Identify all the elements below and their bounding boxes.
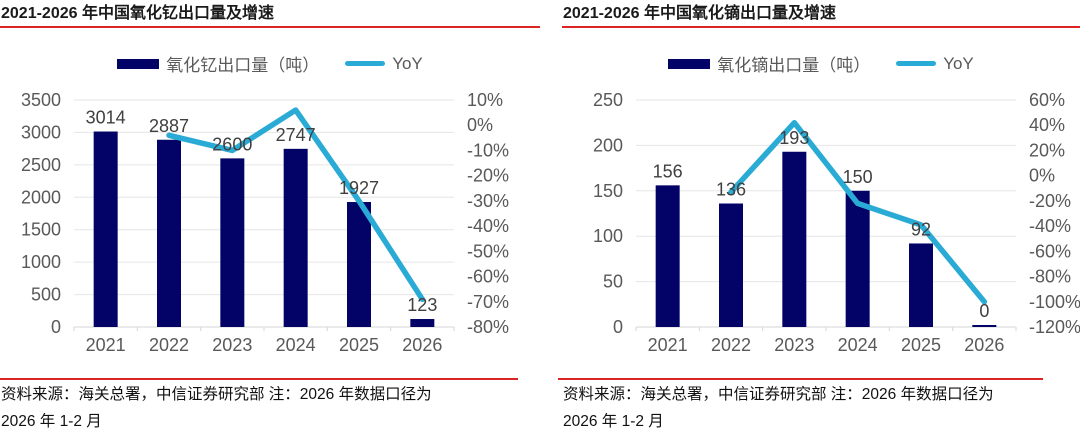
right-axis-tick-label: 20% [1029,140,1065,160]
left-axis-tick-label: 3500 [21,90,61,110]
left-axis-tick-label: 150 [593,181,623,201]
note-separator-rule [0,378,518,380]
right-axis-tick-label: 60% [1029,90,1065,110]
source-note-line2: 2026 年 1-2 月 [563,413,664,430]
category-label: 2026 [402,335,442,355]
right-axis-tick-label: 0% [1029,166,1055,186]
bar-2024 [845,190,870,327]
combo-chart-yttrium-oxide: 0 500 1000 1500 2000 2500 3000 3500 10% 0% -10% -20… [21,90,509,355]
source-note: 资料来源：海关总署，中信证券研究部 注：2026 年数据口径为 2026 年 1… [563,381,1080,435]
line-series-swatch-icon [896,61,937,66]
bar-value-label: 123 [407,295,437,315]
right-axis-tick-label: -60% [467,267,509,287]
bar-value-label: 2600 [212,134,252,154]
bar-value-label: 2747 [276,125,316,145]
bar-series-swatch-icon [117,58,160,69]
left-axis-tick-label: 100 [593,226,623,246]
right-axis-tick-label: -50% [467,241,509,261]
title-underline-rule [0,26,540,28]
chart-title: 2021-2026 年中国氧化钇出口量及增速 [1,5,274,22]
left-axis-tick-label: 500 [31,285,61,305]
yoy-line [166,107,426,303]
category-label: 2021 [648,335,688,355]
category-label: 2023 [774,335,814,355]
right-axis-tick-label: -40% [467,216,509,236]
bar-value-label: 2887 [149,116,189,136]
bar-value-label: 156 [653,161,683,181]
bar-series-legend-label: 氧化镝出口量（吨） [717,56,871,75]
right-axis-tick-label: 0% [467,115,493,135]
right-axis-tick-label: -80% [1029,267,1071,287]
left-axis-tick-label: 1500 [21,220,61,240]
left-axis-tick-label: 1000 [21,252,61,272]
chart-legend: 氧化镝出口量（吨） YoY [562,51,1080,76]
left-axis-tick-label: 200 [593,135,623,155]
bar-value-label: 136 [716,180,746,200]
right-axis-tick-label: -60% [1029,241,1071,261]
line-series-swatch-icon [345,61,386,66]
right-axis-tick-label: -20% [467,166,509,186]
source-note-line2: 2026 年 1-2 月 [1,413,102,430]
right-axis-tick-label: -30% [467,191,509,211]
category-label: 2025 [339,335,379,355]
right-axis-tick-label: -120% [1029,317,1080,337]
bar-series-legend-label: 氧化钇出口量（吨） [166,56,320,75]
right-axis-tick-label: 40% [1029,115,1065,135]
line-series-legend-label: YoY [392,53,423,73]
bar-value-label: 1927 [339,178,379,198]
bar-2022 [157,139,181,327]
category-label: 2025 [901,335,941,355]
chart-title: 2021-2026 年中国氧化镝出口量及增速 [563,5,836,22]
right-axis-tick-label: -80% [467,317,509,337]
left-axis-tick-label: 0 [613,317,623,337]
right-axis-tick-label: 10% [467,90,503,110]
combo-chart-dysprosium-oxide: 0 50 100 150 200 250 60% 40% 20% 0% -20% -40% -60% -8… [593,90,1080,355]
title-underline-rule [562,26,1080,28]
bar-2022 [719,203,743,327]
right-axis-tick-label: -70% [467,292,509,312]
category-label: 2026 [964,335,1004,355]
source-note-line1: 资料来源：海关总署，中信证券研究部 注：2026 年数据口径为 [563,386,994,403]
category-label: 2021 [86,335,126,355]
bar-value-label: 150 [843,167,873,187]
bar-2025 [347,202,371,327]
bar-2023 [220,158,245,327]
chart-panel-yttrium-oxide: 2021-2026 年中国氧化钇出口量及增速 氧化钇出口量（吨） YoY 0 50… [0,5,540,435]
left-axis-tick-label: 2500 [21,155,61,175]
note-separator-rule [558,378,1043,380]
bar-2023 [782,151,807,327]
left-axis-tick-label: 250 [593,90,623,110]
chart-panel-dysprosium-oxide: 2021-2026 年中国氧化镝出口量及增速 氧化镝出口量（吨） YoY 0 50… [558,0,1080,439]
bar-value-label: 193 [779,128,809,148]
yoy-line [728,119,988,305]
bar-2026 [972,325,997,327]
bar-series-swatch-icon [668,58,711,69]
chart-legend: 氧化钇出口量（吨） YoY [0,51,540,76]
right-axis-tick-label: -10% [467,140,509,160]
left-axis-tick-label: 3000 [21,122,61,142]
bar-2021 [655,185,680,327]
source-note: 资料来源：海关总署，中信证券研究部 注：2026 年数据口径为 2026 年 1… [1,381,540,435]
source-note-line1: 资料来源：海关总署，中信证券研究部 注：2026 年数据口径为 [1,386,432,403]
left-axis-tick-label: 2000 [21,187,61,207]
line-series-legend-label: YoY [943,53,974,73]
bar-2025 [909,243,933,327]
left-axis-tick-label: 50 [603,272,623,292]
bar-value-label: 0 [979,301,989,321]
bar-2024 [283,148,308,327]
category-label: 2024 [838,335,878,355]
category-label: 2024 [276,335,316,355]
right-axis-tick-label: -100% [1029,292,1080,312]
bar-value-label: 92 [911,219,931,239]
right-axis-tick-label: -20% [1029,191,1071,211]
left-axis-tick-label: 0 [51,317,61,337]
category-label: 2022 [711,335,751,355]
bar-value-label: 3014 [86,108,126,128]
bar-2021 [93,131,118,327]
right-axis-tick-label: -40% [1029,216,1071,236]
category-label: 2023 [212,335,252,355]
category-label: 2022 [149,335,189,355]
bar-2026 [410,319,435,327]
